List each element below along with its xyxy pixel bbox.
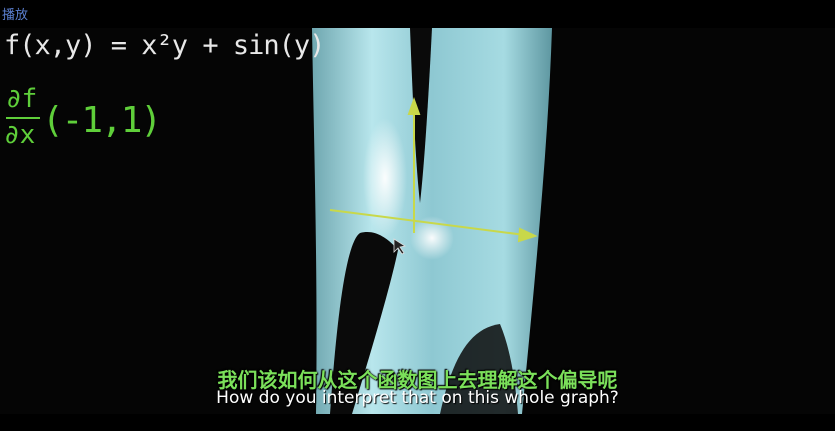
- highlight: [363, 118, 407, 238]
- subtitle-chinese: 我们该如何从这个函数图上去理解这个偏导呢: [217, 368, 618, 392]
- formula: f(x,y) = x²y + sin(y): [4, 30, 325, 61]
- play-button[interactable]: 播放: [2, 8, 29, 23]
- arrow-head: [407, 97, 421, 115]
- axes: [329, 97, 538, 243]
- mouse-cursor: [393, 238, 407, 255]
- top-bar: 播放: [0, 0, 835, 28]
- fraction-bar: [6, 117, 40, 119]
- arrow-head: [517, 227, 538, 243]
- surface-gap: [330, 231, 398, 414]
- point: (-1,1): [42, 100, 162, 141]
- video-frame: f(x,y) = x²y + sin(y) ∂f ∂x (-1,1): [0, 28, 835, 414]
- x-axis: [329, 209, 526, 236]
- highlight: [410, 216, 454, 260]
- surface-gap: [440, 324, 518, 414]
- subtitle-english: How do you interpret that on this whole …: [216, 388, 619, 408]
- denominator: ∂x: [4, 120, 36, 150]
- surface-gap: [410, 28, 432, 203]
- numerator: ∂f: [6, 84, 38, 114]
- surface-graph: [312, 28, 552, 414]
- bottom-bar: [0, 414, 835, 431]
